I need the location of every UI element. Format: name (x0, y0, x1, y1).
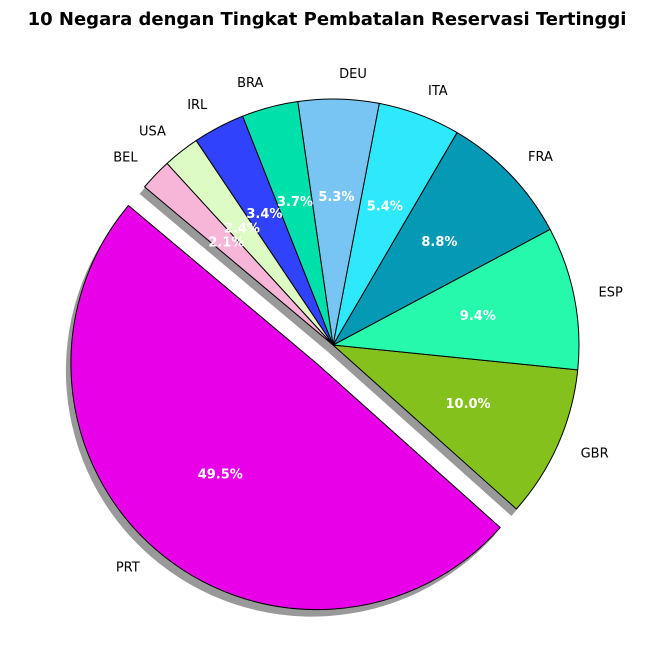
slice-percent-fra: 8.8% (421, 235, 457, 250)
slice-label-bra: BRA (237, 76, 263, 91)
pie-slice-gbr (332, 344, 579, 510)
slice-label-ita: ITA (428, 84, 448, 99)
slice-label-fra: FRA (528, 150, 553, 165)
label-layer: PRT 49.5% GBR 10.0% ESP 9.4% FRA 8.8% ITA 5.4% DEU… (113, 67, 623, 576)
slice-label-deu: DEU (339, 67, 367, 82)
slice-percent-ita: 5.4% (367, 199, 403, 214)
pie-slice-esp (332, 228, 580, 371)
pie-slice-prt (70, 204, 501, 611)
slice-percent-usa: 2.4% (224, 221, 260, 236)
pie-slice-fra (332, 132, 551, 346)
slice-label-bel: BEL (113, 150, 138, 165)
slice-percent-gbr: 10.0% (445, 397, 490, 412)
slice-label-esp: ESP (599, 285, 623, 300)
slice-label-usa: USA (139, 125, 166, 140)
slice-percent-irl: 3.4% (246, 207, 282, 222)
slice-percent-bel: 2.1% (208, 235, 244, 250)
slice-label-irl: IRL (187, 98, 208, 113)
slice-percent-deu: 5.3% (318, 190, 354, 205)
chart-title: 10 Negara dengan Tingkat Pembatalan Rese… (28, 9, 627, 30)
slice-percent-prt: 49.5% (198, 468, 243, 483)
slice-label-prt: PRT (116, 561, 140, 576)
slice-layer (70, 98, 580, 611)
slice-percent-bra: 3.7% (277, 195, 313, 210)
slice-percent-esp: 9.4% (460, 309, 496, 324)
pie-slice-bel (144, 162, 334, 346)
slice-label-gbr: GBR (581, 447, 609, 462)
